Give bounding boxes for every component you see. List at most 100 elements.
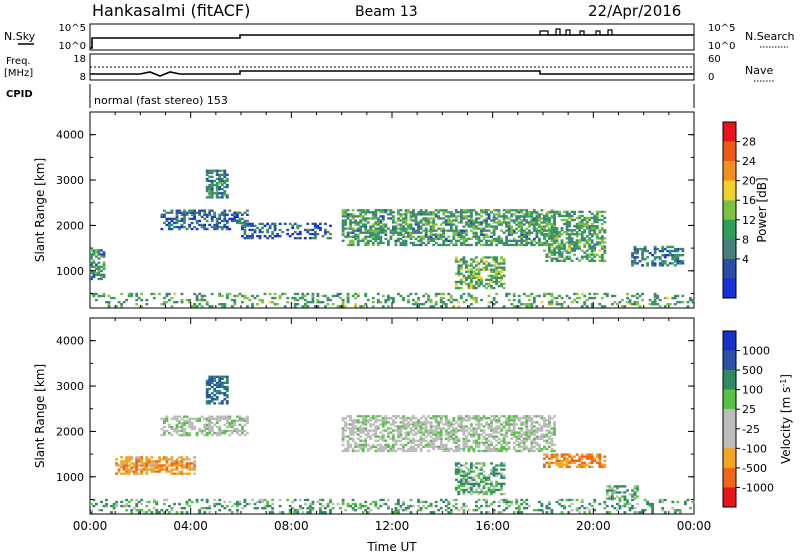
range-cell [540, 243, 544, 247]
range-cell [225, 377, 229, 381]
range-cell [434, 421, 438, 424]
range-cell [505, 500, 509, 504]
range-cell [412, 447, 415, 451]
range-cell [195, 431, 199, 435]
range-cell [563, 249, 566, 252]
range-cell [402, 417, 405, 420]
range-cell [412, 229, 415, 232]
range-cell [505, 211, 509, 214]
range-cell [349, 429, 353, 432]
range-cell [548, 237, 551, 240]
range-cell [233, 294, 237, 298]
range-cell [492, 484, 496, 488]
range-cell [452, 235, 456, 238]
range-cell [225, 429, 229, 433]
range-cell [454, 431, 458, 434]
range-cell [92, 265, 96, 268]
range-cell [631, 493, 634, 496]
range-cell [449, 221, 453, 224]
range-cell [475, 225, 478, 228]
range-cell [215, 221, 219, 225]
range-cell [376, 227, 380, 230]
range-cell [560, 253, 564, 256]
range-cell [500, 433, 504, 436]
range-cell [218, 392, 222, 395]
range-cell [613, 491, 617, 494]
range-cell [452, 231, 456, 234]
range-cell [145, 458, 149, 461]
range-cell [548, 243, 551, 246]
range-cell [271, 237, 275, 240]
range-cell [417, 231, 421, 234]
range-cell [568, 229, 572, 232]
range-cell [550, 439, 554, 442]
range-cell [225, 400, 229, 403]
range-cell [492, 221, 496, 224]
range-cell [538, 213, 541, 216]
range-cell [575, 233, 579, 236]
range-cell [487, 225, 491, 228]
range-cell [173, 225, 176, 229]
colorbar-swatch [723, 331, 736, 351]
range-cell [532, 425, 536, 428]
range-cell [145, 303, 149, 306]
range-cell [570, 301, 574, 304]
range-cell [429, 305, 433, 308]
range-cell [384, 417, 388, 420]
range-cell [553, 214, 556, 218]
range-cell [306, 301, 310, 304]
range-cell [397, 498, 400, 502]
range-cell [520, 221, 524, 224]
range-cell [414, 447, 418, 451]
range-cell [563, 245, 566, 248]
range-cell [183, 427, 186, 431]
range-cell [145, 464, 149, 467]
range-cell [648, 504, 652, 508]
range-cell [251, 228, 254, 232]
range-cell [475, 298, 478, 302]
range-cell [492, 264, 496, 267]
range-cell [364, 229, 368, 232]
range-cell [205, 394, 209, 397]
range-cell [452, 243, 456, 247]
range-cell [580, 231, 584, 234]
range-cell [454, 280, 458, 284]
range-cell [543, 218, 546, 222]
range-cell [324, 230, 327, 234]
range-cell [185, 462, 189, 465]
range-cell [477, 270, 481, 273]
range-cell [341, 213, 345, 216]
y-tick-label: 2000 [56, 425, 84, 438]
range-cell [336, 305, 340, 308]
range-cell [548, 425, 551, 428]
range-cell [558, 235, 561, 238]
range-cell [238, 221, 242, 225]
range-cell [170, 305, 174, 308]
range-cell [454, 211, 458, 214]
range-cell [517, 427, 521, 430]
range-cell [351, 449, 355, 453]
range-cell [354, 235, 358, 238]
range-cell [477, 427, 481, 430]
range-cell [341, 229, 345, 232]
range-cell [475, 235, 478, 238]
range-cell [636, 292, 639, 296]
range-cell [145, 460, 149, 463]
range-cell [291, 507, 295, 510]
range-cell [314, 224, 317, 228]
range-cell [520, 502, 524, 506]
range-cell [185, 431, 189, 435]
range-cell [261, 222, 264, 226]
range-cell [359, 211, 363, 214]
range-cell [585, 239, 589, 242]
range-cell [180, 217, 184, 221]
range-cell [631, 504, 634, 508]
range-cell [316, 500, 320, 504]
range-cell [550, 455, 554, 458]
range-cell [482, 486, 486, 490]
range-cell [482, 429, 486, 432]
range-cell [490, 241, 493, 245]
range-cell [429, 502, 433, 506]
range-cell [578, 463, 582, 466]
